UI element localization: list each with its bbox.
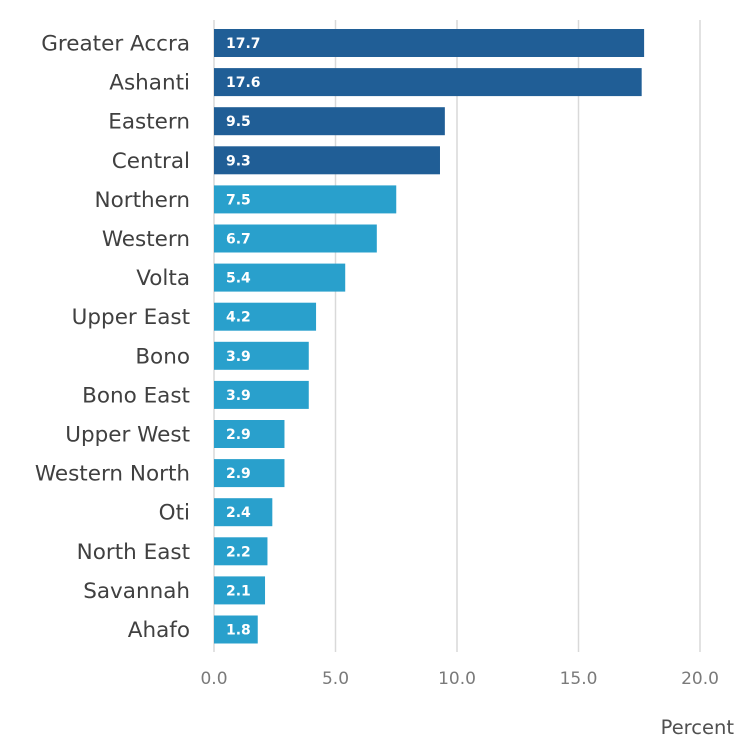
category-label: Western: [102, 227, 190, 252]
category-label: Ahafo: [128, 618, 190, 643]
category-label: Western North: [35, 462, 190, 487]
bar: [214, 380, 309, 409]
bar: [214, 146, 440, 175]
data-label: 2.2: [226, 544, 251, 560]
category-label: North East: [77, 540, 190, 565]
category-label: Upper East: [72, 305, 190, 330]
category-labels: Greater Accra Ashanti Eastern Central Northe…: [35, 32, 190, 644]
bar: [214, 224, 377, 253]
bar: [214, 107, 445, 136]
bar: [214, 263, 346, 292]
category-label: Ashanti: [109, 71, 190, 96]
bar: [214, 459, 285, 488]
data-label: 2.4: [226, 505, 251, 521]
x-tick-label: 10.0: [438, 669, 476, 689]
category-label: Volta: [136, 266, 190, 291]
category-label: Bono: [135, 344, 190, 369]
category-label: Eastern: [108, 110, 190, 135]
x-tick-label: 5.0: [322, 669, 349, 689]
data-label: 17.6: [226, 75, 261, 91]
bar: [214, 302, 317, 331]
category-label: Central: [112, 149, 190, 174]
bar: [214, 29, 645, 57]
data-label: 4.2: [226, 310, 251, 326]
data-label: 9.5: [226, 114, 251, 130]
bar: [214, 498, 273, 527]
category-label: Northern: [95, 188, 190, 213]
x-tick-label: 0.0: [200, 669, 227, 689]
data-label: 5.4: [226, 271, 251, 287]
bar: [214, 576, 266, 605]
category-label: Greater Accra: [41, 32, 190, 57]
bar: [214, 185, 397, 214]
category-label: Upper West: [65, 423, 190, 448]
data-label: 2.9: [226, 427, 251, 443]
x-tick-label: 15.0: [560, 669, 598, 689]
data-label: 3.9: [226, 349, 251, 365]
data-label: 7.5: [226, 192, 251, 208]
category-label: Oti: [159, 501, 190, 526]
data-label: 1.8: [226, 623, 251, 639]
category-label: Bono East: [82, 383, 190, 408]
bar: [214, 420, 285, 448]
data-label: 17.7: [226, 36, 261, 52]
data-label: 3.9: [226, 388, 251, 404]
x-tick-labels: 0.0 5.0 10.0 15.0 20.0: [200, 669, 718, 689]
bar: [214, 615, 258, 644]
bars: 17.7 17.6 9.5 9.3 7.5 6.7 5.4 4.2 3.9 3.9 2.9 2.9 2.…: [214, 29, 645, 644]
category-label: Savannah: [83, 579, 190, 604]
bar: [214, 537, 268, 566]
bar: [214, 68, 642, 97]
data-label: 9.3: [226, 153, 251, 169]
data-label: 2.1: [226, 583, 251, 599]
x-axis-title: Percent: [661, 716, 735, 739]
data-label: 6.7: [226, 232, 251, 248]
data-label: 2.9: [226, 466, 251, 482]
x-tick-label: 20.0: [681, 669, 719, 689]
bar: [214, 341, 309, 370]
